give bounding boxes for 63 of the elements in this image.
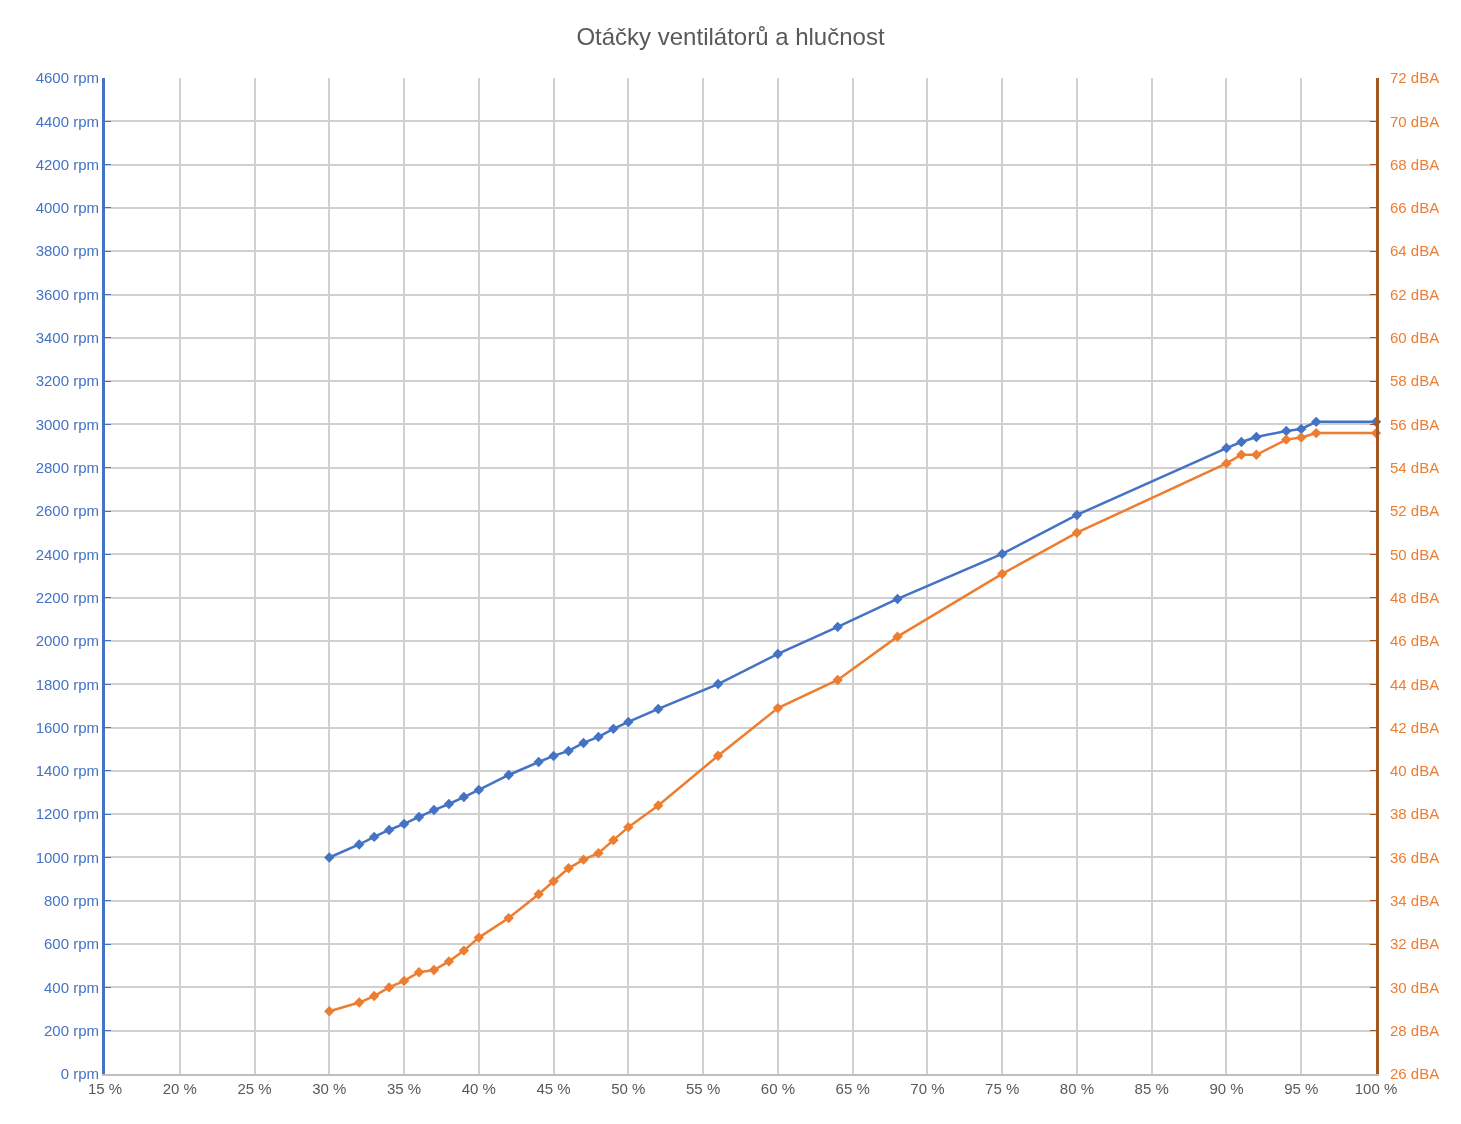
y-tick-label: 3200 rpm bbox=[35, 372, 99, 390]
y-tick-label: 1800 rpm bbox=[35, 675, 99, 693]
y2-tick-label: 48 dBA bbox=[1390, 588, 1440, 606]
y2-tick-label: 56 dBA bbox=[1390, 415, 1440, 433]
y2-tick-label: 40 dBA bbox=[1390, 762, 1440, 780]
y2-tick-label: 44 dBA bbox=[1390, 675, 1440, 693]
x-tick-label: 20 % bbox=[162, 1079, 197, 1097]
y-tick-label: 400 rpm bbox=[43, 978, 99, 996]
x-tick-label: 35 % bbox=[386, 1079, 422, 1097]
y2-tick-label: 38 dBA bbox=[1390, 805, 1440, 823]
y-tick-label: 2000 rpm bbox=[35, 632, 99, 650]
y2-tick-label: 72 dBA bbox=[1390, 69, 1440, 87]
y-tick-label: 200 rpm bbox=[43, 1021, 99, 1039]
y-tick-label: 4200 rpm bbox=[35, 155, 99, 173]
y-tick-label: 1000 rpm bbox=[35, 848, 99, 866]
y2-tick-label: 68 dBA bbox=[1390, 155, 1440, 173]
x-tick-label: 25 % bbox=[237, 1079, 272, 1097]
y2-tick-label: 62 dBA bbox=[1390, 285, 1440, 303]
x-tick-label: 75 % bbox=[985, 1079, 1020, 1097]
y-tick-label: 3600 rpm bbox=[35, 285, 99, 303]
y2-tick-label: 52 dBA bbox=[1390, 502, 1440, 520]
x-tick-label: 65 % bbox=[835, 1079, 870, 1097]
y2-tick-label: 54 dBA bbox=[1390, 458, 1440, 476]
y2-tick-label: 30 dBA bbox=[1390, 978, 1440, 996]
y2-tick-label: 50 dBA bbox=[1390, 545, 1440, 563]
x-tick-label: 45 % bbox=[536, 1079, 571, 1097]
y2-tick-label: 28 dBA bbox=[1390, 1021, 1440, 1039]
y-tick-label: 1600 rpm bbox=[35, 718, 99, 736]
y2-tick-label: 42 dBA bbox=[1390, 718, 1440, 736]
y-tick-label: 3400 rpm bbox=[35, 329, 99, 347]
chart-title: Otáčky ventilátorů a hlučnost bbox=[576, 22, 885, 50]
y2-tick-label: 34 dBA bbox=[1390, 892, 1440, 910]
y2-tick-label: 36 dBA bbox=[1390, 848, 1440, 866]
y2-tick-label: 60 dBA bbox=[1390, 329, 1440, 347]
y-tick-label: 2600 rpm bbox=[35, 502, 99, 520]
y-tick-label: 2400 rpm bbox=[35, 545, 99, 563]
y2-tick-label: 70 dBA bbox=[1390, 112, 1440, 130]
y-tick-label: 1200 rpm bbox=[35, 805, 99, 823]
x-tick-label: 95 % bbox=[1284, 1079, 1319, 1097]
x-tick-label: 60 % bbox=[760, 1079, 795, 1097]
y2-tick-label: 32 dBA bbox=[1390, 935, 1440, 953]
y-tick-label: 1400 rpm bbox=[35, 762, 99, 780]
x-tick-label: 40 % bbox=[461, 1079, 496, 1097]
y-tick-label: 4000 rpm bbox=[35, 199, 99, 217]
y2-tick-label: 46 dBA bbox=[1390, 632, 1440, 650]
y-tick-label: 2800 rpm bbox=[35, 458, 99, 476]
x-tick-label: 90 % bbox=[1209, 1079, 1244, 1097]
y-tick-label: 3800 rpm bbox=[35, 242, 99, 260]
y-tick-label: 800 rpm bbox=[43, 892, 99, 910]
y-tick-label: 4400 rpm bbox=[35, 112, 99, 130]
y2-tick-label: 66 dBA bbox=[1390, 199, 1440, 217]
y-tick-label: 3000 rpm bbox=[35, 415, 99, 433]
x-tick-label: 70 % bbox=[910, 1079, 945, 1097]
y2-tick-label: 58 dBA bbox=[1390, 372, 1440, 390]
x-tick-label: 30 % bbox=[312, 1079, 347, 1097]
x-tick-label: 55 % bbox=[686, 1079, 721, 1097]
x-tick-label: 85 % bbox=[1134, 1079, 1169, 1097]
y2-tick-label: 64 dBA bbox=[1390, 242, 1440, 260]
x-tick-label: 50 % bbox=[611, 1079, 646, 1097]
x-tick-label: 80 % bbox=[1059, 1079, 1095, 1097]
y-tick-label: 600 rpm bbox=[43, 935, 99, 953]
y-tick-label: 2200 rpm bbox=[35, 588, 99, 606]
y-tick-label: 4600 rpm bbox=[35, 69, 99, 87]
